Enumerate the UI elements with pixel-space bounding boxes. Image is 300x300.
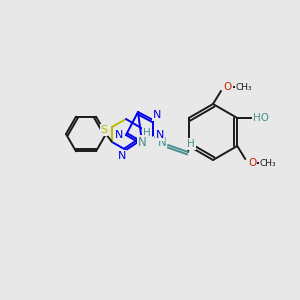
Text: O: O [224, 82, 232, 92]
Text: CH₃: CH₃ [236, 82, 252, 91]
Text: N: N [138, 136, 146, 148]
Text: N: N [118, 151, 126, 161]
Text: H: H [143, 128, 151, 138]
Text: H: H [187, 139, 195, 149]
Text: O: O [248, 158, 256, 168]
Text: HO: HO [253, 113, 269, 123]
Text: N: N [158, 136, 166, 149]
Text: N: N [153, 110, 161, 120]
Text: CH₃: CH₃ [260, 158, 277, 167]
Text: N: N [156, 130, 164, 140]
Text: S: S [100, 125, 108, 135]
Text: N: N [115, 130, 123, 140]
